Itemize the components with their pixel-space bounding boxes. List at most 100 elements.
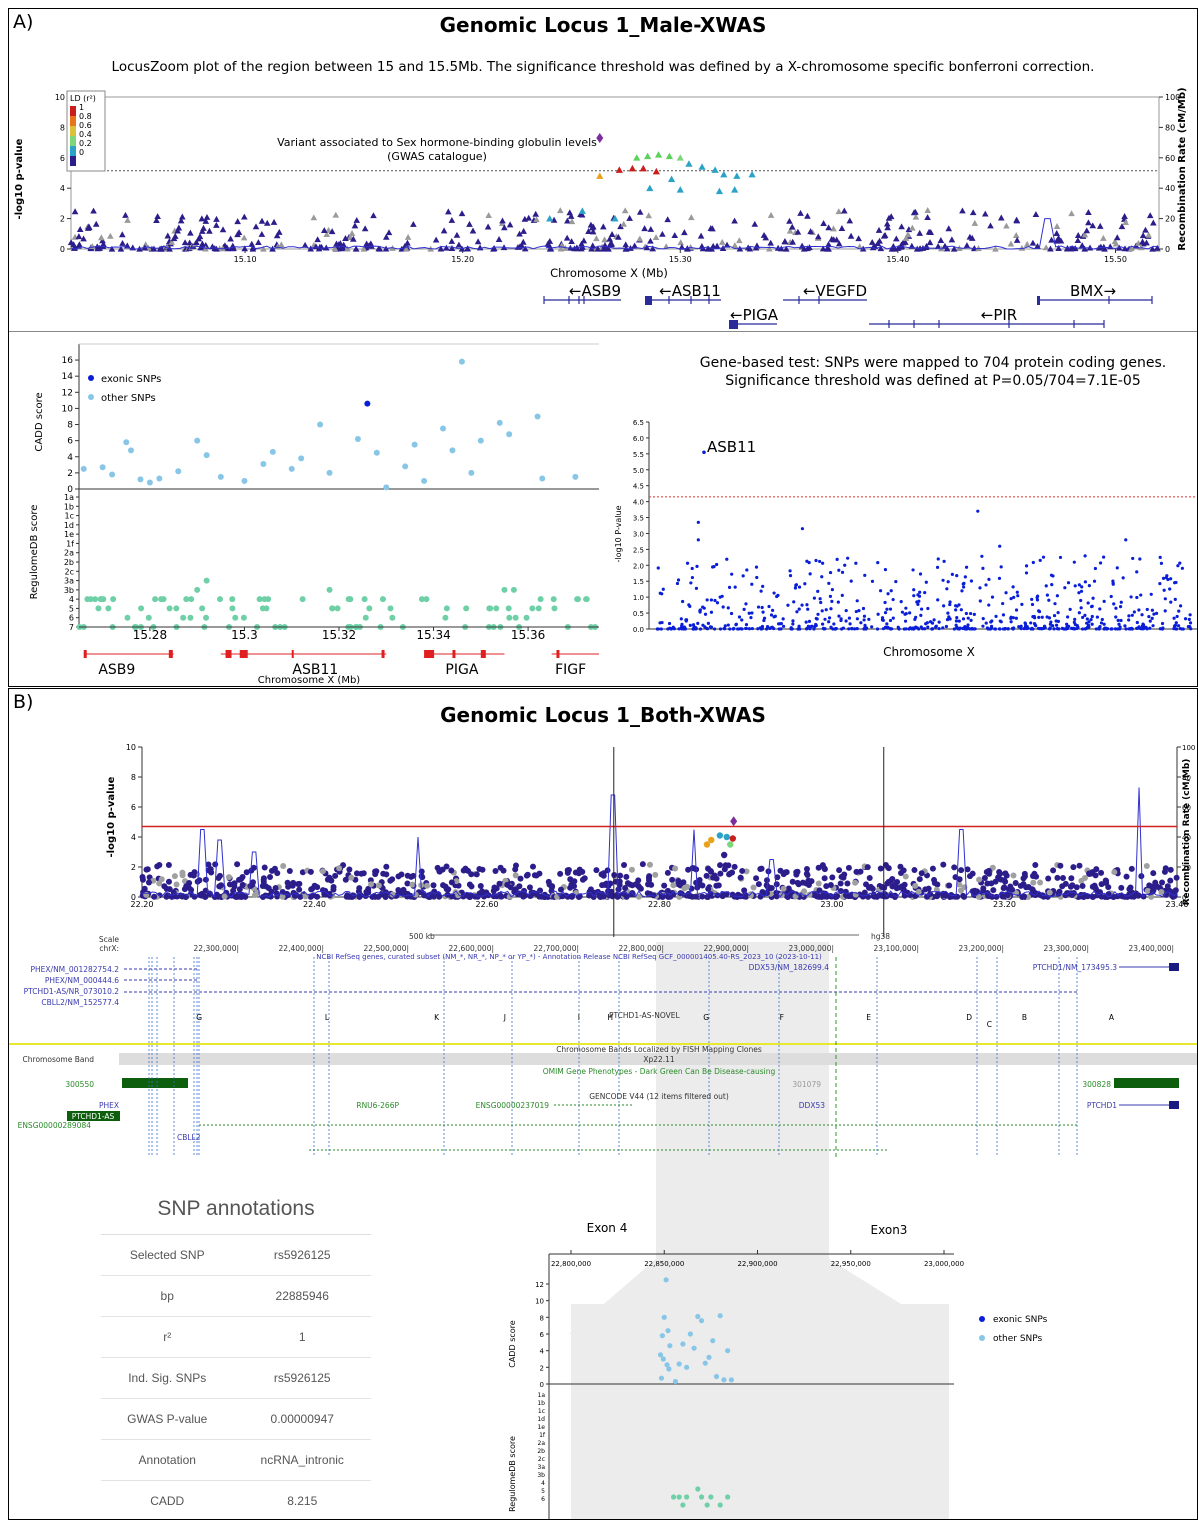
regulome-snp bbox=[329, 605, 335, 611]
gene-point bbox=[982, 617, 985, 620]
y-tick-label: 10 bbox=[62, 404, 74, 414]
other-snp bbox=[664, 1277, 669, 1282]
clone-label: C bbox=[987, 1020, 992, 1029]
gene-point bbox=[991, 596, 994, 599]
gene-point bbox=[1172, 627, 1175, 630]
gene-point bbox=[1102, 555, 1105, 558]
gene-point bbox=[791, 619, 794, 622]
gene-point bbox=[988, 627, 991, 630]
gene-point bbox=[1151, 609, 1154, 612]
gene-point bbox=[789, 574, 792, 577]
regulome-snp bbox=[684, 1494, 689, 1499]
clone-label: K bbox=[434, 1013, 440, 1022]
gene-point bbox=[1119, 605, 1122, 608]
regulome-snp bbox=[138, 605, 144, 611]
gene-point bbox=[1129, 595, 1132, 598]
gene-point bbox=[821, 622, 824, 625]
y-tick-label: 4.5 bbox=[633, 483, 644, 491]
gene-point bbox=[815, 624, 818, 627]
gene-point bbox=[836, 558, 839, 561]
other-snp bbox=[156, 476, 162, 482]
gene-point bbox=[748, 612, 751, 615]
gene-point bbox=[937, 557, 940, 560]
regulome-tick-label: 6 bbox=[69, 614, 74, 623]
snp-point bbox=[413, 892, 419, 898]
gene-point bbox=[1066, 615, 1069, 618]
snp-field-value: 8.215 bbox=[233, 1481, 371, 1521]
gene-point bbox=[837, 601, 840, 604]
snp-point bbox=[637, 236, 644, 242]
gene-point bbox=[1001, 602, 1004, 605]
snp-point bbox=[1168, 867, 1174, 873]
snp-point bbox=[1024, 241, 1031, 247]
cadd-y-label: CADD score bbox=[34, 392, 45, 451]
snp-point bbox=[878, 865, 884, 871]
gene-point bbox=[757, 605, 760, 608]
snp-point bbox=[986, 871, 992, 877]
gene-point bbox=[1049, 626, 1052, 629]
snp-point bbox=[647, 238, 654, 244]
gene-point bbox=[942, 604, 945, 607]
snp-field-value: 0.00000947 bbox=[233, 1399, 371, 1440]
regulome-snp bbox=[335, 605, 341, 611]
gene-point bbox=[722, 605, 725, 608]
gene-test-line2: Significance threshold was defined at P=… bbox=[679, 373, 1187, 389]
gene-point bbox=[883, 601, 886, 604]
snp-point bbox=[320, 868, 326, 874]
gene-point bbox=[948, 600, 951, 603]
gene-point bbox=[845, 609, 848, 612]
snp-point bbox=[330, 887, 336, 893]
regulome-snp bbox=[524, 615, 530, 621]
gene-point bbox=[976, 510, 979, 513]
snp-point bbox=[119, 240, 126, 246]
gene-point bbox=[998, 627, 1001, 630]
snp-point bbox=[803, 881, 809, 887]
panel-a: A) Genomic Locus 1_Male-XWAS LocusZoom p… bbox=[8, 8, 1198, 687]
gene-point bbox=[1091, 605, 1094, 608]
snp-point bbox=[967, 873, 973, 879]
top-snp-point bbox=[708, 837, 714, 843]
clone-label: B bbox=[1022, 1013, 1027, 1022]
x-tick-label: 22,850,000 bbox=[644, 1260, 684, 1268]
snp-point bbox=[751, 884, 757, 890]
regulome-tick-label: 1b bbox=[64, 502, 74, 511]
gene-point bbox=[973, 613, 976, 616]
gene-point bbox=[1081, 616, 1084, 619]
gene-point bbox=[919, 572, 922, 575]
gene-point bbox=[932, 618, 935, 621]
recombination-line bbox=[71, 219, 1159, 249]
snp-point bbox=[970, 209, 977, 215]
lead-snp bbox=[596, 133, 603, 143]
gene-point bbox=[808, 561, 811, 564]
clone-label: G bbox=[703, 1013, 709, 1022]
gene-point bbox=[1006, 627, 1009, 630]
gene-point bbox=[856, 617, 859, 620]
gene-point bbox=[1056, 594, 1059, 597]
gene-point bbox=[970, 579, 973, 582]
snp-point bbox=[326, 875, 332, 881]
other-snp bbox=[673, 1379, 678, 1384]
snp-point bbox=[444, 863, 450, 869]
other-snp bbox=[714, 1374, 719, 1379]
gene-point bbox=[1023, 627, 1026, 630]
legend-other: other SNPs bbox=[101, 393, 156, 404]
gene-point bbox=[761, 611, 764, 614]
gene-point bbox=[1004, 627, 1007, 630]
snp-point bbox=[705, 886, 711, 892]
gene-point bbox=[980, 555, 983, 558]
snp-point bbox=[372, 871, 378, 877]
snp-point bbox=[617, 873, 623, 879]
snp-point bbox=[395, 873, 401, 879]
snp-point bbox=[547, 238, 554, 244]
gene-track-a: ←ASB9 ←ASB11 ←VEGFD BMX→ ←PIGA ←PIR bbox=[9, 279, 1197, 339]
gene-point bbox=[917, 627, 920, 630]
snp-point bbox=[897, 864, 903, 870]
snp-point bbox=[525, 872, 531, 878]
snp-point bbox=[841, 208, 848, 214]
gene-point bbox=[1127, 618, 1130, 621]
top-snp-point bbox=[629, 165, 636, 171]
gene-point bbox=[1065, 625, 1068, 628]
gene-point bbox=[761, 585, 764, 588]
snp-point bbox=[344, 894, 350, 900]
snp-point bbox=[262, 864, 268, 870]
